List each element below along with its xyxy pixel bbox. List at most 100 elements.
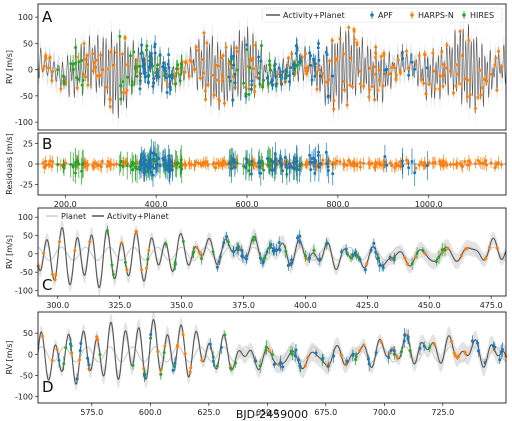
data-point-hires-marker bbox=[235, 68, 239, 72]
data-point-harpsn-marker bbox=[224, 162, 228, 166]
data-point-apf bbox=[278, 358, 282, 368]
data-point-harpsn bbox=[91, 67, 95, 74]
data-point-harpsn bbox=[367, 156, 371, 170]
data-point-harpsn bbox=[497, 156, 501, 170]
data-point-harpsn bbox=[108, 97, 112, 103]
data-point-harpsn bbox=[64, 158, 68, 168]
data-point-apf-marker bbox=[400, 51, 404, 55]
data-point-hires-marker bbox=[345, 252, 349, 256]
data-point-apf-marker bbox=[392, 349, 396, 353]
data-point-harpsn bbox=[251, 41, 255, 49]
data-point-harpsn-marker bbox=[423, 52, 427, 56]
data-point-apf bbox=[142, 57, 146, 73]
data-point-harpsn bbox=[303, 51, 307, 57]
data-point-harpsn-marker bbox=[342, 79, 346, 83]
data-point-hires bbox=[181, 237, 185, 246]
data-point-harpsn-marker bbox=[250, 59, 254, 63]
data-point-apf-marker bbox=[410, 160, 414, 164]
data-point-harpsn-marker bbox=[211, 73, 215, 77]
data-point-harpsn-marker bbox=[216, 64, 220, 68]
data-point-apf-marker bbox=[142, 63, 146, 67]
data-point-hires-marker bbox=[81, 162, 85, 166]
data-point-apf bbox=[321, 353, 325, 364]
data-point-hires bbox=[174, 75, 178, 93]
x-tick-label: 350.0 bbox=[170, 301, 193, 310]
data-point-harpsn bbox=[362, 343, 366, 347]
data-point-apf bbox=[279, 68, 283, 81]
y-tick-label: 25 bbox=[23, 140, 33, 149]
data-point-harpsn-marker bbox=[495, 88, 499, 92]
data-point-apf-marker bbox=[313, 171, 317, 175]
data-point-apf bbox=[231, 93, 235, 107]
data-point-apf-marker bbox=[281, 365, 285, 369]
data-point-harpsn bbox=[427, 159, 431, 167]
data-point-harpsn-marker bbox=[476, 158, 480, 162]
data-point-apf-marker bbox=[227, 75, 231, 79]
data-point-apf bbox=[418, 341, 422, 355]
data-point-hires bbox=[262, 73, 266, 87]
data-point-harpsn bbox=[213, 62, 217, 68]
data-point-apf bbox=[235, 242, 239, 255]
data-point-harpsn bbox=[358, 163, 362, 172]
data-point-hires-marker bbox=[242, 81, 246, 85]
data-point-harpsn-marker bbox=[473, 162, 477, 166]
legend-marker bbox=[370, 13, 374, 17]
data-point-harpsn bbox=[463, 157, 467, 166]
data-point-apf-marker bbox=[283, 76, 287, 80]
data-point-harpsn bbox=[373, 63, 377, 71]
data-point-harpsn bbox=[403, 256, 407, 260]
data-point-apf bbox=[143, 70, 147, 84]
data-point-apf bbox=[286, 260, 290, 271]
data-point-harpsn bbox=[187, 72, 191, 81]
data-point-harpsn bbox=[396, 160, 400, 171]
data-point-hires-marker bbox=[105, 229, 109, 233]
data-point-harpsn-marker bbox=[83, 57, 87, 61]
data-point-harpsn-marker bbox=[499, 65, 503, 69]
data-point-apf-marker bbox=[310, 78, 314, 82]
x-tick-label: 475.0 bbox=[480, 301, 503, 310]
data-point-apf bbox=[244, 88, 248, 105]
data-point-apf bbox=[227, 68, 231, 86]
data-point-harpsn-marker bbox=[405, 262, 409, 266]
data-point-apf bbox=[318, 252, 322, 266]
data-point-hires-marker bbox=[61, 74, 65, 78]
panel-a-points bbox=[41, 25, 503, 113]
data-point-harpsn bbox=[315, 85, 319, 93]
data-point-apf-marker bbox=[86, 356, 90, 360]
y-tick-label: -100 bbox=[15, 118, 33, 127]
data-point-harpsn-marker bbox=[482, 78, 486, 82]
data-point-hires-marker bbox=[443, 248, 447, 252]
data-point-apf bbox=[372, 238, 376, 249]
data-point-apf-marker bbox=[389, 348, 393, 352]
data-point-harpsn-marker bbox=[355, 164, 359, 168]
data-point-apf-marker bbox=[287, 74, 291, 78]
data-point-apf bbox=[410, 53, 414, 71]
x-tick-label: 800.0 bbox=[326, 200, 349, 209]
data-point-hires-marker bbox=[354, 355, 358, 359]
data-point-harpsn-marker bbox=[120, 52, 124, 56]
data-point-apf bbox=[316, 143, 320, 168]
data-point-hires bbox=[410, 257, 414, 270]
data-point-harpsn bbox=[106, 65, 110, 72]
data-point-hires-marker bbox=[129, 164, 133, 168]
data-point-apf-marker bbox=[307, 256, 311, 260]
data-point-harpsn-marker bbox=[106, 67, 110, 71]
data-point-apf-marker bbox=[173, 361, 177, 365]
data-point-apf bbox=[78, 346, 82, 355]
data-point-harpsn bbox=[458, 29, 462, 34]
data-point-apf-marker bbox=[351, 353, 355, 357]
data-point-harpsn-marker bbox=[78, 358, 82, 362]
data-point-harpsn-marker bbox=[195, 245, 199, 249]
y-tick-label: 0 bbox=[28, 160, 33, 169]
data-point-apf bbox=[310, 75, 314, 85]
data-point-harpsn bbox=[499, 64, 503, 70]
data-point-hires bbox=[233, 357, 237, 369]
data-point-harpsn bbox=[373, 97, 377, 103]
data-point-hires bbox=[77, 52, 81, 71]
data-point-hires-marker bbox=[121, 164, 125, 168]
data-point-apf bbox=[326, 87, 330, 104]
data-point-apf bbox=[351, 249, 355, 260]
data-point-harpsn bbox=[91, 50, 95, 57]
data-point-apf bbox=[283, 72, 287, 84]
data-point-harpsn bbox=[433, 85, 437, 93]
